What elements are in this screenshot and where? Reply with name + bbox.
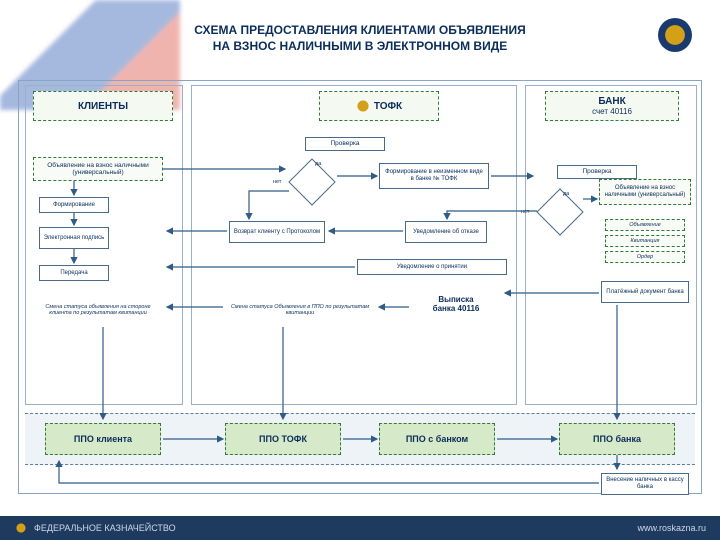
c2-status: Смена статуса Объявления в ППО по резуль… xyxy=(225,297,375,323)
c2-check-label: Проверка xyxy=(305,137,385,151)
c3-sub2: Квитанция xyxy=(605,235,685,247)
tofk-emblem-icon xyxy=(356,99,370,113)
label-yes: да xyxy=(315,161,321,167)
header-clients-label: КЛИЕНТЫ xyxy=(78,101,128,112)
c1-form: Формирование xyxy=(39,197,109,213)
c2-vypiska: Выписка банка 40116 xyxy=(411,295,501,313)
c2-return: Возврат клиенту с Протоколом xyxy=(229,221,325,243)
c3-paydoc: Платёжный документ банка xyxy=(601,281,689,303)
header-bank-account: счет 40116 xyxy=(592,107,632,116)
c3-sub3: Ордер xyxy=(605,251,685,263)
c1-declaration: Объявление на взнос наличными (универсал… xyxy=(33,157,163,181)
c3-deposit: Внесение наличных в кассу банка xyxy=(601,473,689,495)
footer-url: www.roskazna.ru xyxy=(637,523,706,533)
header-clients: КЛИЕНТЫ xyxy=(33,91,173,121)
label-no: нет xyxy=(273,179,281,185)
c3-check-label: Проверка xyxy=(557,165,637,179)
title-line1: СХЕМА ПРЕДОСТАВЛЕНИЯ КЛИЕНТАМИ ОБЪЯВЛЕНИ… xyxy=(120,22,600,38)
header-tofk: ТОФК xyxy=(319,91,439,121)
column-tofk xyxy=(191,85,517,405)
c2-form-bank: Формирование в неизменном виде в банке №… xyxy=(379,163,489,189)
footer-org: ФЕДЕРАЛЬНОЕ КАЗНАЧЕЙСТВО xyxy=(34,523,176,533)
c1-send: Передача xyxy=(39,265,109,281)
ppo-client: ППО клиента xyxy=(45,423,161,455)
ppo-bank-link: ППО с банком xyxy=(379,423,495,455)
footer-emblem-icon xyxy=(14,521,28,535)
label-yes-2: да xyxy=(563,191,569,197)
title-line2: НА ВЗНОС НАЛИЧНЫМИ В ЭЛЕКТРОННОМ ВИДЕ xyxy=(120,38,600,54)
c2-decision-diamond: да нет xyxy=(287,157,337,207)
c3-decision-diamond: да нет xyxy=(535,187,585,237)
c2-accept: Уведомление о принятии xyxy=(357,259,507,275)
header-tofk-label: ТОФК xyxy=(374,101,402,112)
footer-bar: ФЕДЕРАЛЬНОЕ КАЗНАЧЕЙСТВО www.roskazna.ru xyxy=(0,516,720,540)
c2-refusal: Уведомление об отказе xyxy=(405,221,487,243)
ppo-bank: ППО банка xyxy=(559,423,675,455)
diagram-frame: КЛИЕНТЫ ТОФК БАНК счет 40116 Объявление … xyxy=(18,80,702,494)
c3-declaration: Объявление на взнос наличными (универсал… xyxy=(599,179,691,205)
c3-sub1: Объявление xyxy=(605,219,685,231)
label-no-2: нет xyxy=(521,209,529,215)
header-bank-label: БАНК xyxy=(598,96,625,107)
c1-status: Смена статуса объявления на стороне клие… xyxy=(33,297,163,323)
emblem-icon xyxy=(658,18,692,52)
page-title: СХЕМА ПРЕДОСТАВЛЕНИЯ КЛИЕНТАМИ ОБЪЯВЛЕНИ… xyxy=(120,22,600,54)
ppo-tofk: ППО ТОФК xyxy=(225,423,341,455)
c1-sign: Электронная подпись xyxy=(39,227,109,249)
header-bank: БАНК счет 40116 xyxy=(545,91,679,121)
